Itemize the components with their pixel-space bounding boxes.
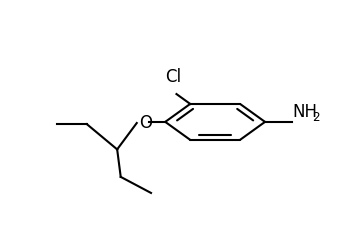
Text: 2: 2 [312, 111, 319, 124]
Text: Cl: Cl [165, 68, 181, 85]
Text: NH: NH [293, 102, 317, 120]
Text: O: O [139, 113, 152, 131]
